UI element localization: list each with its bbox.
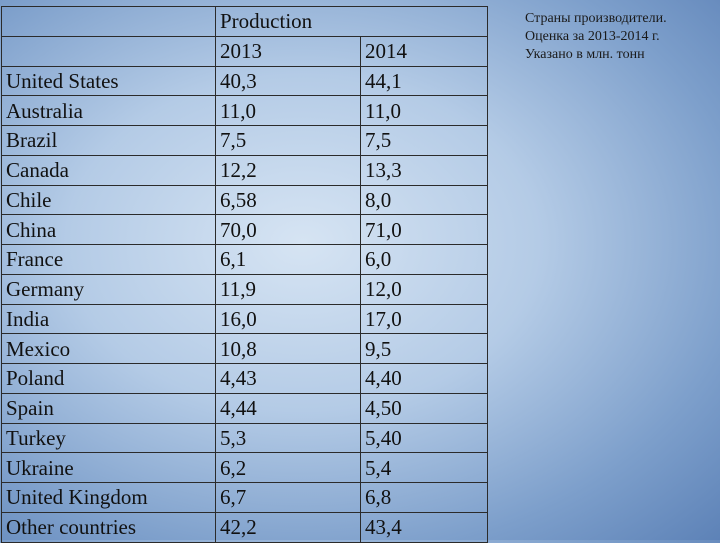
country-cell: Germany <box>1 273 216 305</box>
country-cell: Australia <box>1 95 216 126</box>
value-2013-cell: 11,0 <box>215 95 361 126</box>
header-empty-cell <box>1 6 216 37</box>
value-2014-cell: 4,40 <box>360 363 488 394</box>
value-2014-cell: 8,0 <box>360 184 488 216</box>
value-2013-cell: 12,2 <box>215 154 361 186</box>
table-row: France 6,1 6,0 <box>1 244 488 275</box>
value-2013-cell: 6,1 <box>215 244 361 275</box>
production-table-body: Production 2013 2014 United States 40,3 44… <box>1 6 488 543</box>
value-2013-cell: 6,58 <box>215 184 361 216</box>
country-cell: Brazil <box>1 125 216 156</box>
table-row: Mexico 10,8 9,5 <box>1 333 488 364</box>
value-2014-cell: 11,0 <box>360 95 488 126</box>
country-cell: China <box>1 214 216 245</box>
value-2014-cell: 17,0 <box>360 303 488 335</box>
value-2013-cell: 16,0 <box>215 303 361 335</box>
note-line-1: Страны производители. <box>525 11 667 26</box>
country-cell: France <box>1 244 216 275</box>
value-2013-cell: 70,0 <box>215 214 361 245</box>
header-empty-cell <box>1 35 216 67</box>
value-2014-cell: 71,0 <box>360 214 488 245</box>
table-row: United States 40,3 44,1 <box>1 65 488 97</box>
value-2013-cell: 7,5 <box>215 125 361 156</box>
value-2014-cell: 12,0 <box>360 273 488 305</box>
note-line-3: Указано в млн. тонн <box>525 47 645 62</box>
country-cell: United States <box>1 65 216 97</box>
table-row: United Kingdom 6,7 6,8 <box>1 482 488 513</box>
value-2013-cell: 11,9 <box>215 273 361 305</box>
table-row: Germany 11,9 12,0 <box>1 273 488 305</box>
table-row: China 70,0 71,0 <box>1 214 488 245</box>
value-2014-cell: 13,3 <box>360 154 488 186</box>
value-2014-cell: 4,50 <box>360 392 488 424</box>
country-cell: India <box>1 303 216 335</box>
table-row: Chile 6,58 8,0 <box>1 184 488 216</box>
table-row: Australia 11,0 11,0 <box>1 95 488 126</box>
value-2014-cell: 43,4 <box>360 511 488 543</box>
header-year-2013: 2013 <box>215 35 361 67</box>
value-2013-cell: 42,2 <box>215 511 361 543</box>
table-row: Spain 4,44 4,50 <box>1 392 488 424</box>
table-row: Ukraine 6,2 5,4 <box>1 452 488 483</box>
table-row: Turkey 5,3 5,40 <box>1 422 488 454</box>
note-line-2: Оценка за 2013-2014 г. <box>525 29 660 44</box>
header-year-2014: 2014 <box>360 35 488 67</box>
country-cell: Turkey <box>1 422 216 454</box>
value-2013-cell: 40,3 <box>215 65 361 97</box>
country-cell: Mexico <box>1 333 216 364</box>
country-cell: Spain <box>1 392 216 424</box>
country-cell: United Kingdom <box>1 482 216 513</box>
value-2013-cell: 5,3 <box>215 422 361 454</box>
country-cell: Chile <box>1 184 216 216</box>
value-2014-cell: 5,4 <box>360 452 488 483</box>
country-cell: Other countries <box>1 511 216 543</box>
value-2014-cell: 7,5 <box>360 125 488 156</box>
value-2014-cell: 6,0 <box>360 244 488 275</box>
table-row: India 16,0 17,0 <box>1 303 488 335</box>
table-row: Canada 12,2 13,3 <box>1 154 488 186</box>
value-2014-cell: 6,8 <box>360 482 488 513</box>
table-header-row-1: Production <box>1 6 488 37</box>
country-cell: Canada <box>1 154 216 186</box>
value-2013-cell: 4,44 <box>215 392 361 424</box>
value-2013-cell: 10,8 <box>215 333 361 364</box>
value-2013-cell: 6,2 <box>215 452 361 483</box>
value-2014-cell: 44,1 <box>360 65 488 97</box>
note-text: Страны производители. Оценка за 2013-201… <box>525 10 667 64</box>
value-2014-cell: 5,40 <box>360 422 488 454</box>
header-production: Production <box>215 6 488 37</box>
country-cell: Ukraine <box>1 452 216 483</box>
table-header-row-2: 2013 2014 <box>1 35 488 67</box>
country-cell: Poland <box>1 363 216 394</box>
value-2013-cell: 6,7 <box>215 482 361 513</box>
table-row: Brazil 7,5 7,5 <box>1 125 488 156</box>
table-row: Poland 4,43 4,40 <box>1 363 488 394</box>
production-table: Production 2013 2014 United States 40,3 44… <box>1 6 488 543</box>
table-row: Other countries 42,2 43,4 <box>1 511 488 543</box>
value-2014-cell: 9,5 <box>360 333 488 364</box>
value-2013-cell: 4,43 <box>215 363 361 394</box>
